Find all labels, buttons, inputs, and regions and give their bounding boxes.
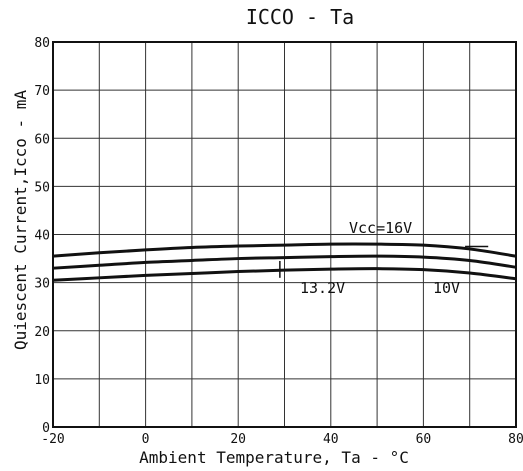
- y-tick-label: 70: [34, 84, 50, 99]
- y-tick-label: 30: [34, 277, 50, 292]
- y-tick-label: 0: [42, 421, 50, 436]
- curves: [52, 242, 517, 282]
- plot-frame: [52, 41, 517, 428]
- y-axis-label: Quiescent Current,Icco - mA: [11, 90, 30, 350]
- x-tick-label: -20: [41, 432, 64, 447]
- annotation-10v: 10V: [433, 279, 460, 297]
- y-tick-label: 20: [34, 325, 50, 340]
- series-line-2: [52, 254, 517, 270]
- annotation-vcc-16v: Vcc=16V: [349, 219, 412, 237]
- y-tick-label: 40: [34, 229, 50, 244]
- y-tick-label: 60: [34, 132, 50, 147]
- x-tick-label: 0: [142, 432, 150, 447]
- chart-title: ICCO - Ta: [246, 5, 354, 29]
- x-axis-label: Ambient Temperature, Ta - °C: [139, 448, 409, 467]
- annotation-leaders: [279, 245, 489, 278]
- series-line-3: [52, 267, 517, 282]
- y-tick-label: 50: [34, 180, 50, 195]
- y-tick-label: 10: [34, 373, 50, 388]
- grid: [53, 42, 516, 427]
- x-tick-label: 60: [416, 432, 432, 447]
- x-tick-label: 40: [323, 432, 339, 447]
- x-tick-label: 20: [230, 432, 246, 447]
- annotation-13-2v: 13.2V: [300, 279, 345, 297]
- x-tick-label: 80: [508, 432, 523, 447]
- y-tick-label: 80: [34, 36, 50, 51]
- series-line-1: [52, 242, 517, 258]
